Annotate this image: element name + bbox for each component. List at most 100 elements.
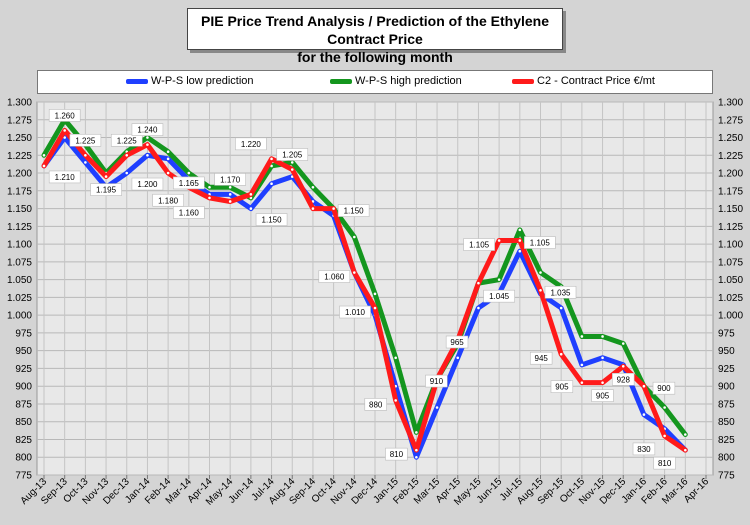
x-axis: Aug-13Sep-13Oct-13Nov-13Dec-13Jan-14Feb-… xyxy=(19,475,711,508)
data-label-box xyxy=(612,372,635,386)
y-tick-label-left: 1.125 xyxy=(7,222,32,233)
legend-item-high: W-P-S high prediction xyxy=(330,75,462,87)
series-marker-2 xyxy=(517,238,522,243)
series-marker-2 xyxy=(352,270,357,275)
data-label-text: 1.225 xyxy=(75,136,96,145)
series-marker-1 xyxy=(621,341,626,346)
series-marker-0 xyxy=(455,355,460,360)
series-marker-1 xyxy=(352,234,357,240)
data-label-box xyxy=(110,133,143,147)
series-marker-1 xyxy=(538,270,543,275)
data-label-text: 1.225 xyxy=(117,136,138,145)
y-tick-label-right: 900 xyxy=(718,382,735,393)
y-axis-left: 775 800 825 850 875 900 925 950 975 1.000 1.025 1.0… xyxy=(7,98,32,482)
y-tick-label-right: 775 xyxy=(718,471,735,482)
data-label: 945 xyxy=(529,351,553,365)
series-marker-2 xyxy=(372,305,378,311)
series-marker-1 xyxy=(290,160,295,165)
series-marker-2 xyxy=(476,281,481,286)
data-label-text: 1.240 xyxy=(137,126,158,135)
data-label-text: 1.195 xyxy=(96,186,117,195)
series-marker-2 xyxy=(538,288,543,293)
data-label: 1.195 xyxy=(90,183,122,196)
data-label-text: 905 xyxy=(555,383,569,392)
data-label: 1.060 xyxy=(318,270,351,283)
y-tick-label-right: 1.150 xyxy=(718,204,743,215)
data-label-box xyxy=(385,447,408,461)
y-tick-label-left: 850 xyxy=(15,417,32,428)
series-marker-1 xyxy=(41,153,47,158)
data-label-box xyxy=(524,236,556,249)
series-marker-2 xyxy=(621,364,626,369)
series-marker-0 xyxy=(228,192,233,197)
y-tick-label-left: 1.000 xyxy=(7,311,32,322)
series-marker-2 xyxy=(414,448,419,453)
series-marker-1 xyxy=(600,334,605,339)
data-label: 1.240 xyxy=(131,123,164,136)
series-marker-1 xyxy=(310,185,316,190)
y-tick-label-right: 950 xyxy=(718,346,735,357)
series-marker-0 xyxy=(124,170,129,176)
data-label-box xyxy=(48,109,81,122)
y-tick-label-right: 975 xyxy=(718,328,735,339)
data-label-box xyxy=(550,380,574,393)
y-tick-label-left: 1.300 xyxy=(7,98,32,109)
series-marker-1 xyxy=(662,405,667,410)
y-tick-label-right: 1.300 xyxy=(718,98,743,109)
data-label-box xyxy=(337,204,370,217)
y-tick-label-left: 1.275 xyxy=(7,115,32,126)
y-tick-label-left: 1.025 xyxy=(7,293,32,304)
series-marker-2 xyxy=(124,153,129,158)
data-label-box xyxy=(235,137,267,151)
series-marker-2 xyxy=(290,167,295,172)
series-marker-2 xyxy=(269,156,274,161)
data-label-text: 905 xyxy=(596,392,610,401)
data-label: 965 xyxy=(445,335,469,349)
data-label: 1.220 xyxy=(235,137,267,151)
series-marker-2 xyxy=(662,433,667,439)
data-label-text: 1.035 xyxy=(550,288,571,297)
legend-swatch-low xyxy=(126,78,148,84)
y-tick-label-left: 1.100 xyxy=(7,240,32,251)
data-label-text: 1.045 xyxy=(489,292,510,301)
data-label-box xyxy=(255,213,288,226)
data-label-text: 945 xyxy=(535,354,549,363)
data-label: 1.105 xyxy=(524,236,556,249)
series-marker-1 xyxy=(207,185,212,190)
series-marker-0 xyxy=(641,412,647,417)
data-label-text: 810 xyxy=(658,459,672,468)
data-label-box xyxy=(131,177,164,191)
data-label-text: 1.150 xyxy=(344,207,365,216)
series-marker-2 xyxy=(166,170,171,176)
data-label-box xyxy=(425,374,448,388)
data-label-box xyxy=(173,206,205,219)
data-label-text: 1.180 xyxy=(158,196,179,205)
data-label-text: 1.165 xyxy=(179,179,200,188)
series-marker-1 xyxy=(186,170,191,176)
y-tick-label-right: 1.225 xyxy=(718,151,743,162)
series-marker-0 xyxy=(434,405,440,410)
series-marker-1 xyxy=(414,430,419,435)
y-tick-label-left: 1.200 xyxy=(7,169,32,180)
y-tick-label-right: 1.100 xyxy=(718,240,743,251)
data-label: 810 xyxy=(385,447,408,461)
data-label-text: 1.210 xyxy=(55,173,76,182)
data-label-box xyxy=(173,176,205,190)
series-marker-2 xyxy=(579,380,584,385)
series-marker-2 xyxy=(559,352,564,357)
y-tick-label-left: 975 xyxy=(15,328,32,339)
series-line-2 xyxy=(41,127,688,453)
data-label-text: 1.010 xyxy=(345,308,366,317)
y-tick-label-left: 925 xyxy=(15,364,32,375)
series-marker-2 xyxy=(248,192,253,197)
data-label-text: 1.260 xyxy=(55,111,76,120)
data-label-box xyxy=(318,270,351,283)
series-marker-0 xyxy=(476,305,481,311)
y-tick-label-right: 925 xyxy=(718,364,735,375)
data-label-box xyxy=(483,289,515,303)
series-marker-2 xyxy=(103,174,109,179)
series-marker-0 xyxy=(600,355,605,360)
data-label-box xyxy=(152,193,184,207)
